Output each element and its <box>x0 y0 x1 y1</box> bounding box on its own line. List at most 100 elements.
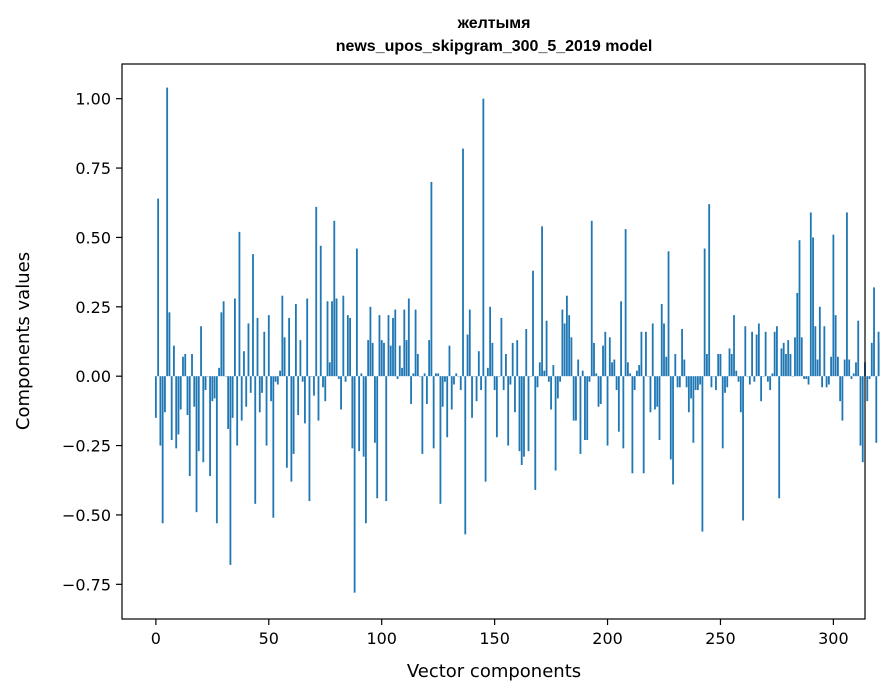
bar-156 <box>507 376 510 446</box>
bar-4 <box>164 376 166 413</box>
bar-227 <box>667 251 670 377</box>
bar-33 <box>229 376 232 565</box>
bar-238 <box>692 376 695 443</box>
bar-140 <box>471 376 473 418</box>
y-tick-label: 0.50 <box>75 228 111 247</box>
bar-53 <box>274 376 277 382</box>
bar-21 <box>202 376 205 463</box>
bar-214 <box>638 365 641 377</box>
bar-143 <box>477 351 480 377</box>
bar-37 <box>238 231 241 377</box>
bar-144 <box>480 376 482 391</box>
bar-3 <box>161 376 164 524</box>
bar-124 <box>435 373 437 377</box>
bar-0 <box>154 376 157 418</box>
bar-86 <box>349 317 351 377</box>
bar-174 <box>547 376 550 382</box>
bar-61 <box>292 376 295 454</box>
bar-48 <box>263 331 266 377</box>
bar-10 <box>177 376 180 435</box>
bars-group <box>154 87 880 593</box>
bar-255 <box>730 353 733 377</box>
bar-84 <box>344 376 347 382</box>
bar-195 <box>595 373 598 377</box>
bar-14 <box>186 376 189 416</box>
x-tick-label: 300 <box>818 629 849 648</box>
bar-194 <box>593 342 595 377</box>
bar-205 <box>617 376 620 432</box>
bar-161 <box>518 376 521 452</box>
bar-67 <box>306 298 309 377</box>
bar-82 <box>340 376 342 410</box>
bar-277 <box>780 348 783 377</box>
bar-289 <box>807 376 810 385</box>
bar-169 <box>536 376 539 388</box>
bar-304 <box>841 376 844 421</box>
bar-215 <box>640 331 643 377</box>
x-tick-label: 50 <box>259 629 279 648</box>
bar-206 <box>620 301 622 377</box>
bar-225 <box>663 323 665 377</box>
bar-13 <box>184 353 187 377</box>
bar-151 <box>495 376 498 438</box>
bar-159 <box>514 376 516 413</box>
bar-59 <box>288 317 291 377</box>
bar-259 <box>739 376 742 413</box>
bar-226 <box>665 356 668 377</box>
bar-181 <box>563 323 566 377</box>
bar-286 <box>800 337 803 377</box>
bar-102 <box>385 376 388 502</box>
bar-68 <box>308 376 311 502</box>
bar-128 <box>444 376 446 382</box>
bar-252 <box>724 376 726 393</box>
bar-178 <box>556 376 559 399</box>
bar-313 <box>861 376 864 463</box>
bar-175 <box>550 376 552 410</box>
bar-49 <box>265 376 268 446</box>
bar-180 <box>561 309 564 377</box>
bar-308 <box>850 376 853 379</box>
bar-135 <box>459 376 462 391</box>
bar-258 <box>737 376 740 382</box>
bar-176 <box>552 365 555 377</box>
bar-184 <box>570 337 573 377</box>
bar-268 <box>760 376 763 402</box>
bar-142 <box>475 376 478 402</box>
bar-147 <box>486 367 489 377</box>
bar-270 <box>764 331 767 377</box>
bar-187 <box>577 359 580 377</box>
bar-224 <box>660 304 663 377</box>
bar-38 <box>240 376 243 421</box>
bar-65 <box>301 376 304 382</box>
bar-24 <box>209 376 211 477</box>
bar-240 <box>696 376 699 391</box>
bar-295 <box>821 376 823 388</box>
bar-271 <box>766 376 769 382</box>
bar-203 <box>613 359 616 377</box>
bar-211 <box>631 376 634 474</box>
bar-261 <box>744 326 747 377</box>
bar-119 <box>423 373 426 377</box>
bar-167 <box>532 270 534 377</box>
bar-57 <box>283 337 286 377</box>
bar-56 <box>281 295 284 377</box>
bar-52 <box>272 376 275 518</box>
x-tick-label: 250 <box>705 629 736 648</box>
bar-94 <box>367 340 370 377</box>
bar-39 <box>243 351 245 377</box>
bar-290 <box>809 212 812 377</box>
y-tick-label: 0.25 <box>75 298 111 317</box>
bar-239 <box>694 376 697 391</box>
y-tick-label: −0.25 <box>62 437 111 456</box>
bar-145 <box>482 98 485 377</box>
bar-254 <box>728 348 731 377</box>
bar-27 <box>215 376 218 524</box>
bar-309 <box>852 373 855 377</box>
bar-274 <box>773 331 776 377</box>
bar-208 <box>624 229 627 377</box>
bar-170 <box>538 362 541 377</box>
bar-30 <box>222 301 225 377</box>
bar-97 <box>374 376 376 443</box>
bar-72 <box>317 376 320 421</box>
bar-2 <box>159 376 162 446</box>
